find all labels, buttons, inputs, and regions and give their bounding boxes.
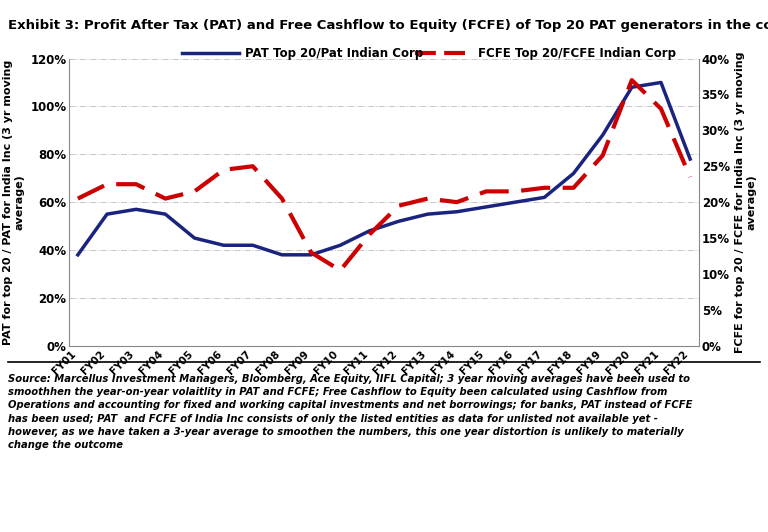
PAT Top 20/Pat Indian Corp (306, 252, 316, 258)
Line: PAT Top 20/Pat Indian Corp: PAT Top 20/Pat Indian Corp (78, 82, 690, 255)
PAT Top 20/Pat Indian Corp (394, 218, 403, 225)
FCFE Top 20/FCFE Indian Corp (161, 195, 170, 202)
PAT Top 20/Pat Indian Corp (219, 242, 228, 248)
FCFE Top 20/FCFE Indian Corp (423, 195, 432, 202)
FCFE Top 20/FCFE Indian Corp (598, 152, 607, 159)
PAT Top 20/Pat Indian Corp (452, 209, 462, 215)
FCFE Top 20/FCFE Indian Corp (336, 267, 345, 273)
PAT Top 20/Pat Indian Corp (657, 79, 666, 86)
FCFE Top 20/FCFE Indian Corp (365, 231, 374, 238)
PAT Top 20/Pat Indian Corp (540, 194, 549, 201)
PAT Top 20/Pat Indian Corp (190, 235, 199, 242)
FCFE Top 20/FCFE Indian Corp (102, 181, 111, 187)
PAT Top 20/Pat Indian Corp (336, 242, 345, 248)
FCFE Top 20/FCFE Indian Corp (248, 163, 257, 169)
FCFE Top 20/FCFE Indian Corp (657, 105, 666, 112)
FCFE Top 20/FCFE Indian Corp (686, 174, 695, 180)
Y-axis label: FCFE for top 20 / FCFE for India Inc (3 yr moving
average): FCFE for top 20 / FCFE for India Inc (3 … (735, 52, 757, 353)
Text: Source: Marcellus Investment Managers, Bloomberg, Ace Equity, IIFL Capital; 3 ye: Source: Marcellus Investment Managers, B… (8, 374, 692, 450)
Text: PAT Top 20/Pat Indian Corp: PAT Top 20/Pat Indian Corp (246, 47, 424, 60)
PAT Top 20/Pat Indian Corp (423, 211, 432, 218)
FCFE Top 20/FCFE Indian Corp (131, 181, 141, 187)
FCFE Top 20/FCFE Indian Corp (394, 203, 403, 209)
PAT Top 20/Pat Indian Corp (248, 242, 257, 248)
FCFE Top 20/FCFE Indian Corp (190, 188, 199, 195)
Y-axis label: PAT for top 20 / PAT for India Inc (3 yr moving
average): PAT for top 20 / PAT for India Inc (3 yr… (3, 60, 25, 345)
FCFE Top 20/FCFE Indian Corp (627, 77, 637, 83)
PAT Top 20/Pat Indian Corp (482, 204, 491, 210)
Text: FCFE Top 20/FCFE Indian Corp: FCFE Top 20/FCFE Indian Corp (478, 47, 677, 60)
Text: Exhibit 3: Profit After Tax (PAT) and Free Cashflow to Equity (FCFE) of Top 20 P: Exhibit 3: Profit After Tax (PAT) and Fr… (8, 19, 768, 31)
FCFE Top 20/FCFE Indian Corp (511, 188, 520, 195)
PAT Top 20/Pat Indian Corp (277, 252, 286, 258)
PAT Top 20/Pat Indian Corp (73, 252, 82, 258)
FCFE Top 20/FCFE Indian Corp (482, 188, 491, 195)
PAT Top 20/Pat Indian Corp (365, 228, 374, 234)
FCFE Top 20/FCFE Indian Corp (73, 195, 82, 202)
FCFE Top 20/FCFE Indian Corp (569, 185, 578, 191)
PAT Top 20/Pat Indian Corp (569, 170, 578, 177)
FCFE Top 20/FCFE Indian Corp (219, 167, 228, 173)
PAT Top 20/Pat Indian Corp (686, 156, 695, 162)
FCFE Top 20/FCFE Indian Corp (540, 185, 549, 191)
PAT Top 20/Pat Indian Corp (131, 206, 141, 212)
PAT Top 20/Pat Indian Corp (627, 84, 637, 90)
Line: FCFE Top 20/FCFE Indian Corp: FCFE Top 20/FCFE Indian Corp (78, 80, 690, 270)
FCFE Top 20/FCFE Indian Corp (452, 199, 462, 205)
PAT Top 20/Pat Indian Corp (161, 211, 170, 218)
PAT Top 20/Pat Indian Corp (102, 211, 111, 218)
PAT Top 20/Pat Indian Corp (598, 132, 607, 138)
FCFE Top 20/FCFE Indian Corp (277, 195, 286, 202)
PAT Top 20/Pat Indian Corp (511, 199, 520, 205)
FCFE Top 20/FCFE Indian Corp (306, 249, 316, 255)
